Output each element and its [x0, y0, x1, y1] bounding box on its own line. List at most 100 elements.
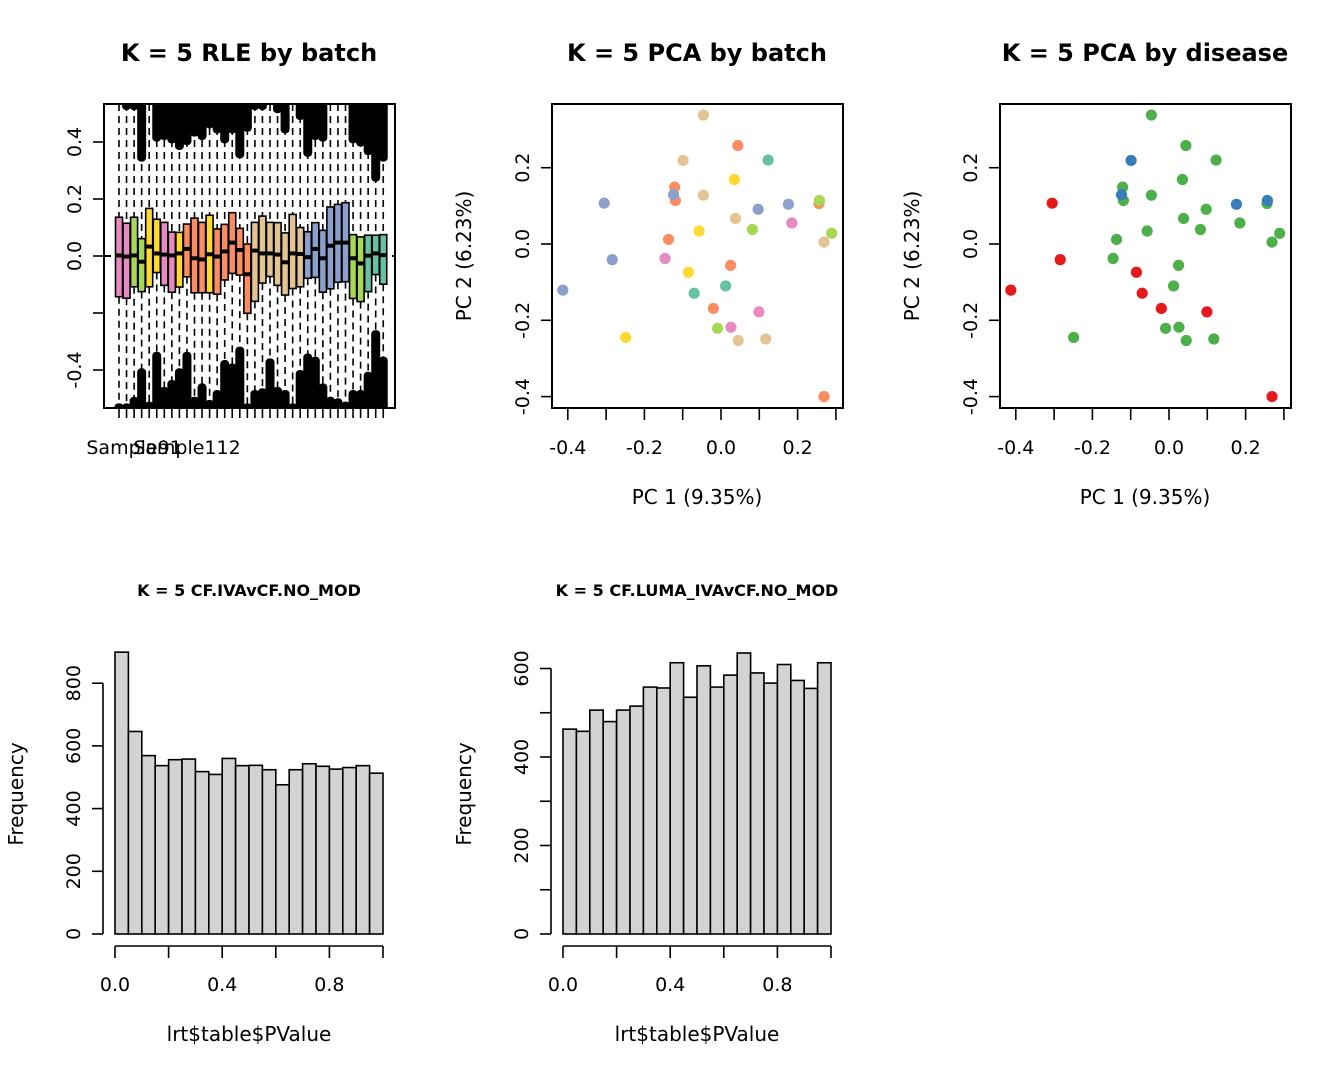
- pca-point: [1173, 321, 1185, 333]
- rle-box: [265, 221, 275, 278]
- histogram-y-tick-label: 400: [63, 790, 85, 826]
- rle-lower-outliers: [235, 346, 245, 408]
- pca-point: [1266, 236, 1278, 248]
- pca-point: [1107, 252, 1119, 265]
- histogram-bar: [208, 773, 224, 935]
- pca-point: [760, 333, 772, 345]
- histogram-x-tick-label: 0.0: [548, 974, 578, 996]
- histogram-y-tick-label: 600: [63, 728, 85, 764]
- rle-box: [122, 222, 131, 299]
- rle-upper-outliers: [295, 104, 305, 121]
- rle-lower-outliers: [144, 401, 154, 408]
- pca-batch-plot-area: -0.4 -0.2 0.0 0.2 -0.4 -0.2 0.0 0.2: [512, 109, 838, 459]
- rle-chart-title: K = 5 RLE by batch: [121, 39, 377, 67]
- pca-point: [1274, 227, 1286, 239]
- pca-batch-y-axis-label: PC 2 (6.23%): [452, 191, 476, 322]
- histogram-y-tick-label: 600: [511, 650, 533, 686]
- pca-disease-chart-title: K = 5 PCA by disease: [1002, 39, 1289, 67]
- rle-upper-outliers: [257, 104, 267, 111]
- pca-point: [677, 154, 689, 167]
- rle-upper-outliers: [152, 104, 162, 142]
- rle-upper-outliers: [310, 104, 320, 141]
- rle-upper-outliers: [174, 104, 184, 150]
- rle-box: [175, 231, 184, 288]
- rle-lower-outliers: [205, 399, 215, 408]
- pca-batch-x-axis-label: PC 1 (9.35%): [632, 485, 763, 509]
- histogram-luma-y-axis-label: Frequency: [452, 742, 476, 845]
- pca-point: [662, 233, 675, 246]
- histogram-bar: [629, 705, 645, 935]
- rle-x-tick-label: Sample91: [86, 437, 181, 459]
- rle-marks: [104, 104, 395, 408]
- pca-point: [719, 280, 732, 292]
- rle-lower-outliers: [310, 356, 320, 408]
- pca-point: [746, 223, 759, 236]
- pca-batch-plot-frame: [551, 103, 844, 409]
- pca-x-tick-label: -0.2: [626, 437, 663, 459]
- histogram-bar: [274, 783, 290, 935]
- rle-box: [190, 217, 199, 294]
- histogram-bar: [194, 770, 210, 935]
- pca-batch-panel: K = 5 PCA by batch -0.4 -0.2 0.0 0.2-0.4-0.…: [452, 39, 844, 509]
- pca-point: [693, 225, 705, 237]
- rle-lower-outliers: [182, 351, 192, 408]
- pca-point: [1210, 154, 1222, 166]
- histogram-y-tick-label: 200: [511, 827, 533, 863]
- pca-x-tick-label: -0.2: [1074, 437, 1111, 459]
- pca-disease-panel: K = 5 PCA by disease -0.4 -0.2 0.0 0.2-0.4-…: [900, 39, 1292, 509]
- histogram-bar: [642, 686, 658, 935]
- histogram-bar: [763, 682, 779, 935]
- rle-lower-outliers: [197, 383, 207, 408]
- pca-point: [724, 259, 737, 271]
- rle-lower-outliers: [371, 330, 381, 408]
- pca-point: [1141, 225, 1153, 237]
- pca-point: [732, 334, 744, 347]
- rle-lower-outliers: [318, 383, 328, 408]
- rle-upper-outliers: [250, 104, 260, 111]
- histogram-y-tick-label: 800: [63, 665, 85, 701]
- rle-plot-frame: [103, 103, 396, 409]
- rle-lower-outliers: [212, 389, 222, 408]
- pca-point: [1145, 189, 1157, 201]
- pca-point: [711, 322, 724, 334]
- pca-point: [818, 391, 830, 403]
- histogram-luma-panel: K = 5 CF.LUMA_IVAvCF.NO_MOD 0.0 0.4 0.8 0 20…: [452, 581, 838, 1046]
- rle-upper-outliers: [197, 104, 207, 141]
- pca-point: [1200, 203, 1212, 215]
- pca-point: [1054, 254, 1066, 266]
- histogram-luma-title: K = 5 CF.LUMA_IVAvCF.NO_MOD: [556, 581, 839, 600]
- histogram-bar: [248, 764, 264, 935]
- pca-point: [1046, 197, 1058, 209]
- histogram-bar: [615, 709, 631, 935]
- rle-lower-outliers: [250, 389, 260, 408]
- pca-point: [762, 154, 774, 166]
- rle-y-tick-label: 0.0: [64, 241, 86, 271]
- rle-box: [167, 231, 177, 293]
- pca-point: [1230, 198, 1243, 210]
- rle-upper-outliers: [363, 104, 373, 156]
- pca-point: [753, 306, 765, 318]
- rle-lower-outliers: [280, 389, 290, 408]
- pca-x-tick-label: 0.0: [1154, 437, 1184, 459]
- pca-point: [729, 212, 742, 225]
- pca-batch-chart-title: K = 5 PCA by batch: [567, 39, 827, 67]
- rle-lower-outliers: [295, 370, 305, 408]
- rle-lower-outliers: [152, 351, 162, 408]
- rle-box: [129, 216, 139, 288]
- rle-lower-outliers: [220, 360, 230, 408]
- pca-point: [1145, 109, 1157, 121]
- rle-lower-outliers: [378, 356, 388, 408]
- histogram-x-tick-label: 0.8: [314, 974, 344, 996]
- histogram-y-tick-label: 400: [511, 739, 533, 775]
- pca-y-tick-label: 0.2: [960, 153, 982, 183]
- pca-point: [1234, 217, 1246, 229]
- histogram-bar: [562, 728, 578, 935]
- histogram-x-tick-label: 0.0: [100, 974, 130, 996]
- rle-upper-outliers: [159, 104, 169, 141]
- histogram-bar: [803, 687, 819, 935]
- histogram-bar: [709, 686, 725, 935]
- rle-lower-outliers: [257, 388, 267, 408]
- rle-upper-outliers: [205, 104, 215, 129]
- rle-lower-outliers: [137, 368, 147, 408]
